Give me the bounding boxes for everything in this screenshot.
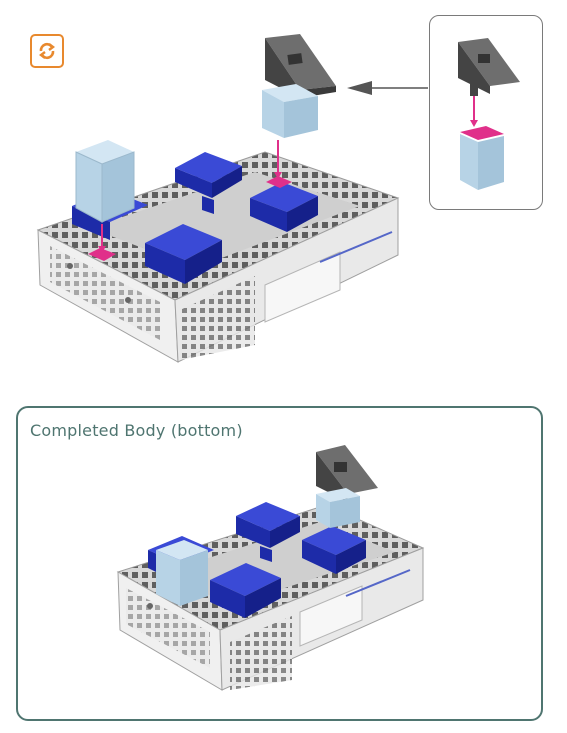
connector-pad-left (88, 248, 116, 261)
completed-light-block-left (156, 540, 208, 606)
blue-brick-front (145, 224, 222, 284)
completed-panel-title: Completed Body (bottom) (30, 421, 243, 440)
completed-light-block-right (316, 488, 360, 528)
rotate-icon (39, 42, 55, 60)
completed-blue-brick-back (236, 502, 300, 562)
connector-pad-right (266, 176, 292, 188)
inset-dark-wedge (458, 38, 520, 94)
completed-blue-brick-front (210, 563, 281, 618)
insert-arrowhead-right (274, 172, 282, 179)
inset-stem (470, 84, 478, 96)
blue-brick-right (250, 182, 318, 232)
blue-brick-back (175, 152, 242, 214)
light-block-right (262, 84, 318, 138)
rotate-badge (30, 34, 64, 68)
inset-light-block (460, 126, 504, 190)
completed-blue-brick-right (302, 526, 366, 574)
insert-arrowhead-left (98, 246, 106, 253)
arrowhead-left (347, 81, 372, 95)
dark-wedge-top (265, 34, 336, 98)
light-block-left (75, 140, 135, 223)
inset-insert-arrowhead (470, 120, 478, 127)
